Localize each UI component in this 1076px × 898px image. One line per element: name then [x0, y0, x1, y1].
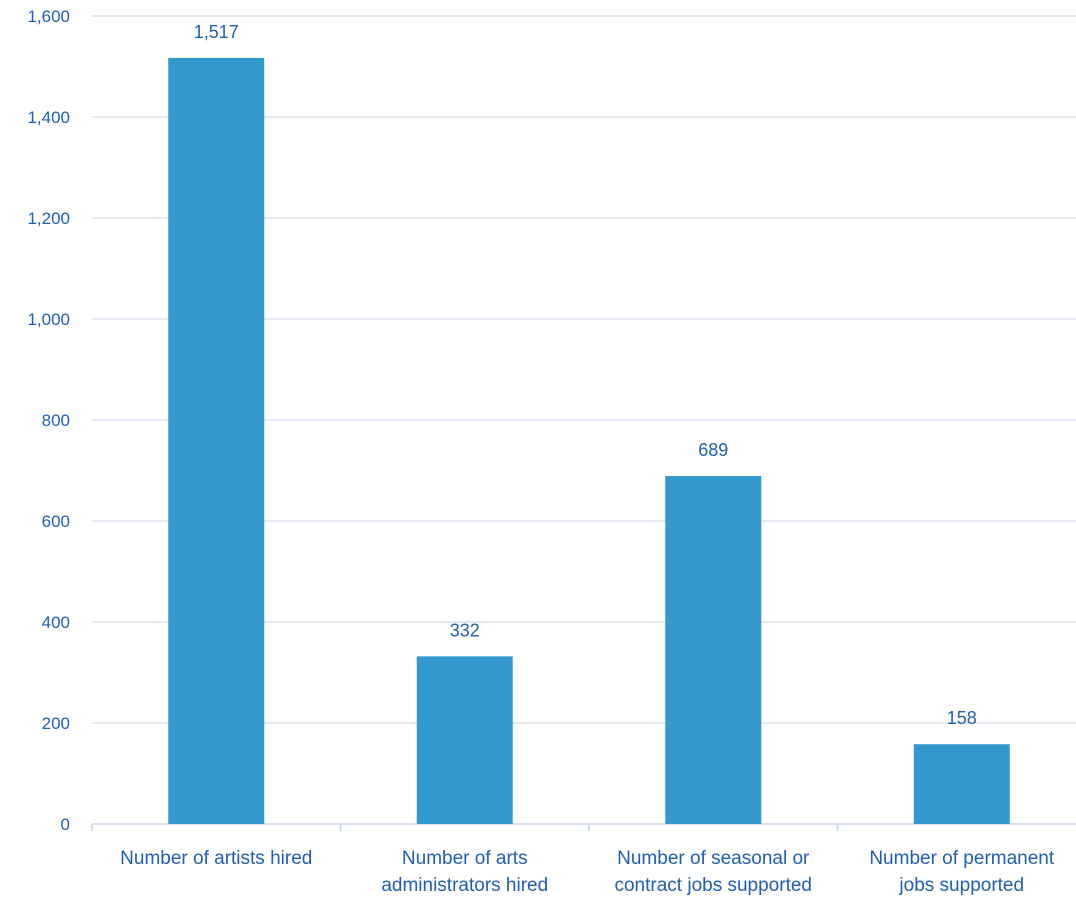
y-tick-label: 1,400: [27, 108, 70, 127]
bar: [416, 656, 513, 824]
y-tick-label: 800: [42, 411, 70, 430]
y-tick-labels: 0 200 400 600 800 1,000 1,200 1,400 1,600: [27, 7, 70, 834]
category-label: administrators hired: [381, 875, 548, 896]
y-tick-label: 1,200: [27, 209, 70, 228]
category-label: Number of arts: [402, 848, 528, 869]
category-label: Number of permanent: [869, 848, 1055, 869]
category-label: Number of seasonal or: [617, 848, 810, 869]
data-labels: 1,517 332 689 158: [194, 22, 977, 728]
category-label: jobs supported: [898, 875, 1024, 896]
data-label: 689: [698, 440, 728, 460]
y-tick-label: 600: [42, 512, 70, 531]
category-labels: Number of artists hired Number of arts adm…: [120, 848, 1055, 896]
y-tick-label: 400: [42, 613, 70, 632]
y-tick-label: 1,600: [27, 7, 70, 26]
y-tick-label: 200: [42, 714, 70, 733]
x-axis: [91, 823, 1076, 831]
bar: [168, 57, 265, 825]
category-label: contract jobs supported: [614, 875, 812, 896]
bar: [665, 476, 762, 824]
data-label: 158: [947, 708, 977, 728]
data-label: 1,517: [194, 22, 239, 42]
y-tick-label: 0: [61, 815, 70, 834]
data-label: 332: [450, 620, 480, 640]
y-tick-label: 1,000: [27, 310, 70, 329]
bar: [913, 744, 1010, 824]
category-label: Number of artists hired: [120, 848, 312, 869]
bars: [168, 57, 1010, 825]
